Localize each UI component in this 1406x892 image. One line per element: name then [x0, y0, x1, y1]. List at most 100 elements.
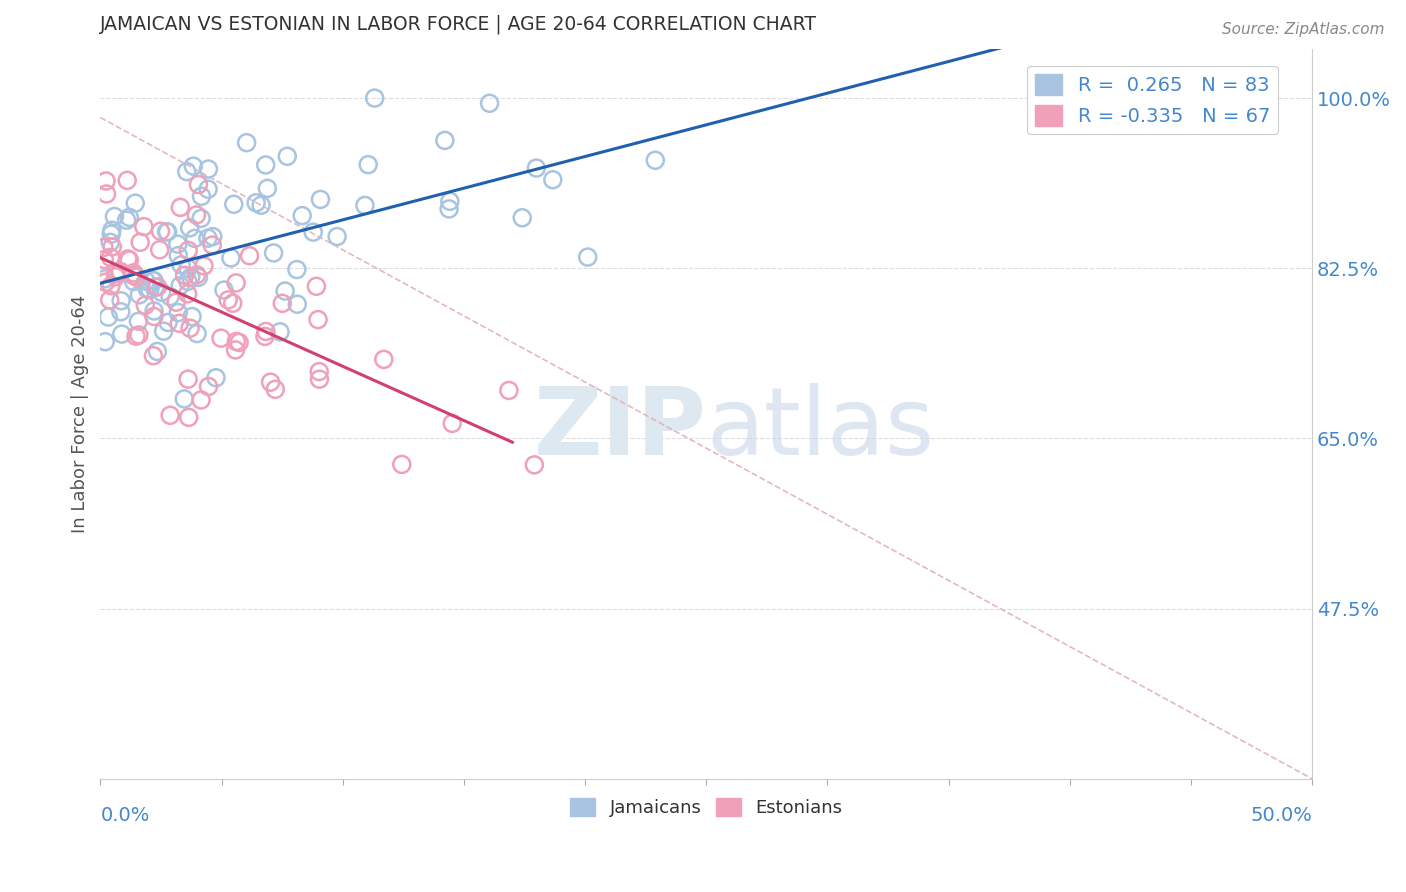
Point [264, 382, 287, 396]
Point [224, 343, 246, 357]
Point [357, 158, 380, 172]
Point [181, 310, 204, 324]
Point [225, 334, 247, 349]
Point [219, 251, 242, 265]
Point [254, 158, 277, 172]
Point [245, 195, 267, 210]
Point [276, 149, 298, 163]
Point [143, 304, 166, 318]
Point [98, 293, 121, 307]
Point [142, 349, 165, 363]
Point [186, 268, 208, 282]
Point [97, 310, 120, 324]
Point [159, 289, 181, 303]
Point [94, 334, 117, 349]
Point [271, 296, 294, 310]
Point [524, 161, 547, 175]
Point [101, 223, 124, 237]
Text: atlas: atlas [706, 383, 935, 475]
Point [98, 235, 121, 250]
Text: ZIP: ZIP [533, 383, 706, 475]
Point [110, 305, 132, 319]
Point [302, 225, 325, 239]
Point [173, 268, 195, 283]
Point [177, 410, 200, 425]
Point [118, 211, 141, 225]
Point [100, 227, 122, 241]
Point [523, 458, 546, 472]
Point [197, 231, 219, 245]
Point [209, 331, 232, 345]
Point [104, 267, 127, 281]
Point [180, 270, 202, 285]
Point [156, 225, 179, 239]
Point [190, 211, 212, 226]
Point [373, 352, 395, 367]
Point [94, 272, 117, 286]
Point [183, 231, 205, 245]
Point [510, 211, 533, 225]
Point [170, 258, 193, 272]
Point [124, 196, 146, 211]
Point [101, 240, 124, 254]
Point [155, 225, 177, 239]
Point [94, 174, 117, 188]
Point [103, 210, 125, 224]
Point [159, 409, 181, 423]
Text: Source: ZipAtlas.com: Source: ZipAtlas.com [1222, 22, 1385, 37]
Point [117, 252, 139, 266]
Point [498, 384, 520, 398]
Point [644, 153, 666, 168]
Point [134, 298, 156, 312]
Point [305, 279, 328, 293]
Point [149, 224, 172, 238]
Point [193, 259, 215, 273]
Point [308, 365, 330, 379]
Point [179, 321, 201, 335]
Point [437, 202, 460, 216]
Point [169, 278, 191, 293]
Point [197, 379, 219, 393]
Point [307, 312, 329, 326]
Point [197, 182, 219, 196]
Point [142, 310, 165, 324]
Point [439, 194, 461, 209]
Point [179, 220, 201, 235]
Point [93, 240, 115, 254]
Point [259, 375, 281, 389]
Point [127, 314, 149, 328]
Point [128, 287, 150, 301]
Point [167, 249, 190, 263]
Point [263, 246, 285, 260]
Point [326, 229, 349, 244]
Point [118, 253, 141, 268]
Point [285, 262, 308, 277]
Point [274, 284, 297, 298]
Point [576, 250, 599, 264]
Text: 50.0%: 50.0% [1250, 806, 1312, 825]
Point [201, 238, 224, 252]
Point [93, 252, 115, 267]
Point [122, 266, 145, 280]
Point [143, 280, 166, 294]
Legend: Jamaicans, Estonians: Jamaicans, Estonians [562, 790, 849, 824]
Point [391, 458, 413, 472]
Point [132, 219, 155, 234]
Point [205, 370, 228, 384]
Point [186, 326, 208, 341]
Point [94, 275, 117, 289]
Point [110, 293, 132, 308]
Point [177, 261, 200, 276]
Point [146, 344, 169, 359]
Point [96, 186, 118, 201]
Point [354, 198, 377, 212]
Point [269, 325, 291, 339]
Point [100, 251, 122, 265]
Point [125, 270, 148, 285]
Point [201, 229, 224, 244]
Point [235, 136, 257, 150]
Point [165, 295, 187, 310]
Point [146, 280, 169, 294]
Point [139, 283, 162, 297]
Point [143, 274, 166, 288]
